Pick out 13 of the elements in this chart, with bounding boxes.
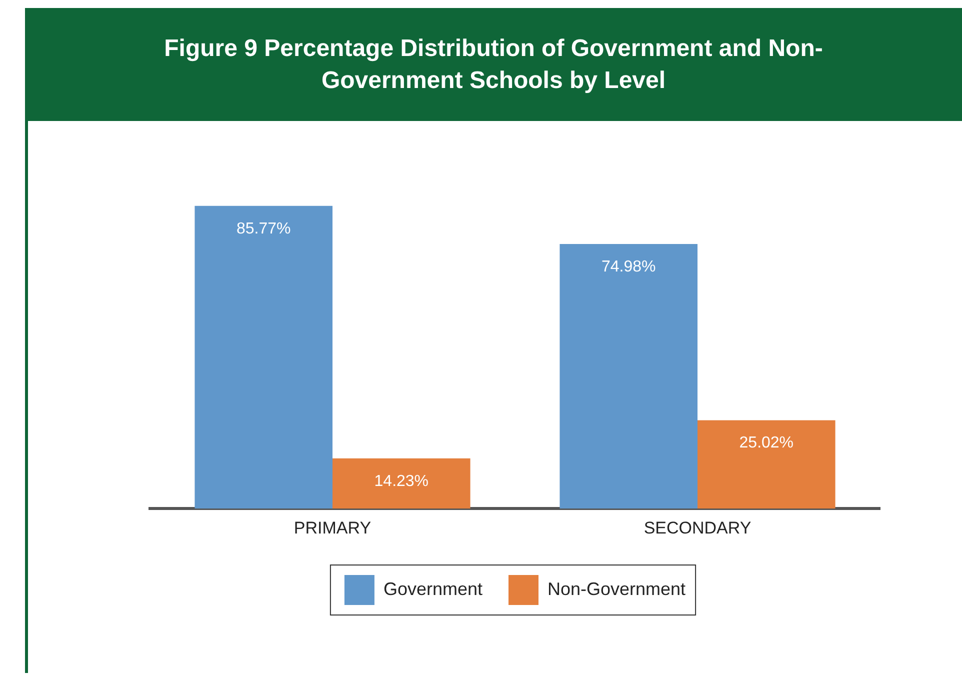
x-tick-label: PRIMARY bbox=[294, 518, 372, 538]
legend-label: Government bbox=[383, 578, 482, 599]
x-tick-label: SECONDARY bbox=[644, 518, 752, 538]
bar bbox=[194, 206, 332, 509]
data-label: 85.77% bbox=[236, 220, 291, 238]
data-label: 14.23% bbox=[374, 472, 429, 490]
bar bbox=[560, 244, 698, 509]
chart-title: Figure 9 Percentage Distribution of Government and Non-Government Schools by Level bbox=[163, 34, 824, 96]
data-label: 25.02% bbox=[739, 434, 794, 452]
bar bbox=[332, 458, 470, 509]
data-label: 74.98% bbox=[601, 258, 656, 276]
bar bbox=[698, 420, 836, 509]
legend-label: Non-Government bbox=[547, 578, 686, 599]
